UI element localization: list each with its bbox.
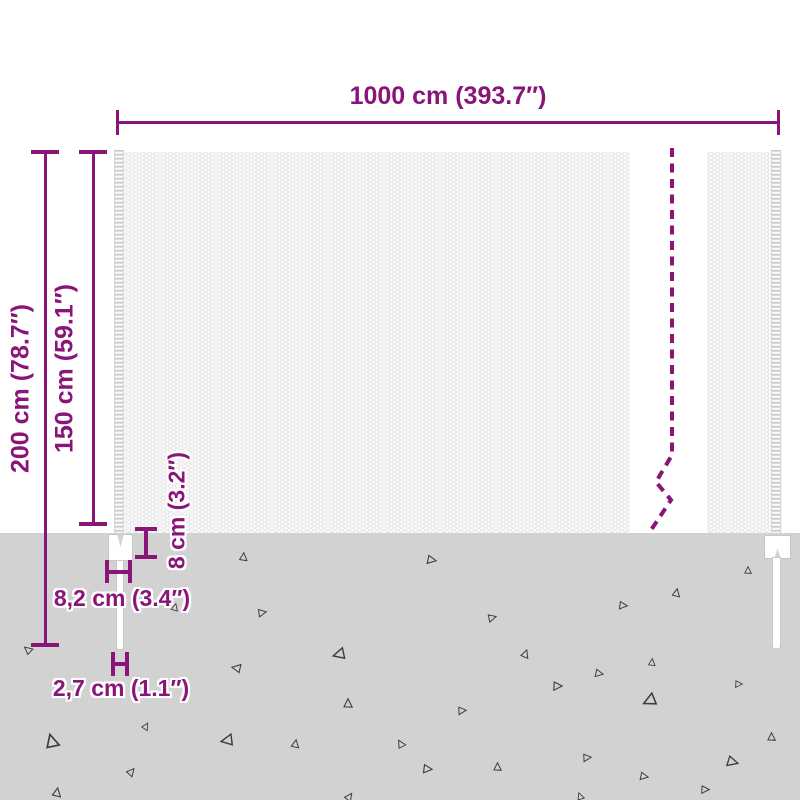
above-ground-marker (135, 527, 157, 559)
ground-triangle (51, 786, 62, 798)
ground-triangle (397, 738, 407, 749)
ground-triangle (577, 791, 586, 800)
ground-triangle (331, 645, 346, 659)
ground-triangle (766, 731, 776, 741)
mesh-height-cap-bottom (79, 522, 107, 526)
ground-triangle (671, 587, 680, 598)
above-ground-label: 8 cm (3.2″) (163, 451, 190, 570)
total-height-line (44, 152, 47, 647)
ground-triangle (343, 697, 354, 708)
total-height-cap-bottom (31, 643, 59, 647)
fence-mesh-panel (118, 152, 630, 533)
fence-mesh-panel-continued (707, 152, 782, 533)
fence-post-left (114, 150, 124, 533)
mesh-height-cap-top (79, 150, 107, 154)
ground-triangle (642, 691, 658, 705)
ground-triangle (257, 608, 267, 618)
ground-triangle (422, 763, 434, 774)
ground-stake-left (116, 560, 124, 650)
fence-post-right (771, 150, 781, 533)
ground-triangle (125, 767, 135, 778)
ground-triangle (238, 551, 248, 561)
mesh-height-line (92, 152, 95, 526)
ground-triangle (140, 722, 149, 732)
ground-triangle (457, 705, 467, 715)
width-dimension-line (117, 121, 779, 124)
ground-triangle (343, 791, 352, 800)
ground-triangle (219, 732, 233, 746)
ground-triangle (735, 680, 744, 689)
width-dimension-label: 1000 cm (393.7″) (349, 82, 547, 110)
ground-triangle (230, 663, 242, 674)
total-height-cap-top (31, 150, 59, 154)
ground (0, 533, 800, 800)
ground-triangle (45, 732, 61, 749)
ground-triangle (647, 657, 656, 667)
anchor-width-marker (105, 560, 132, 583)
mesh-height-label: 150 cm (59.1″) (50, 283, 79, 454)
width-dimension-tick-left (116, 110, 119, 135)
ground-triangle (725, 755, 740, 767)
continuation-dashed-line (649, 148, 674, 532)
ground-triangle (582, 752, 592, 762)
ground-triangle (290, 738, 299, 749)
ground-triangle (700, 784, 710, 794)
ground-triangle (170, 602, 178, 612)
width-dimension-tick-right (777, 110, 780, 135)
total-height-label: 200 cm (78.7″) (6, 303, 35, 474)
ground-triangle (487, 613, 497, 623)
ground-triangle (618, 600, 628, 610)
ground-triangle (744, 565, 753, 574)
stake-width-marker (111, 652, 129, 676)
ground-triangle (426, 554, 438, 565)
ground-triangle (492, 761, 502, 771)
ground-stake-right (772, 557, 781, 649)
anchor-width-label: 8,2 cm (3.4″) (53, 585, 191, 611)
ground-triangle (23, 645, 34, 655)
ground-triangle (519, 648, 528, 659)
stake-width-label: 2,7 cm (1.1″) (52, 675, 190, 701)
ground-triangle (638, 771, 649, 780)
ground-triangle (593, 668, 604, 677)
ground-triangle (553, 681, 564, 692)
